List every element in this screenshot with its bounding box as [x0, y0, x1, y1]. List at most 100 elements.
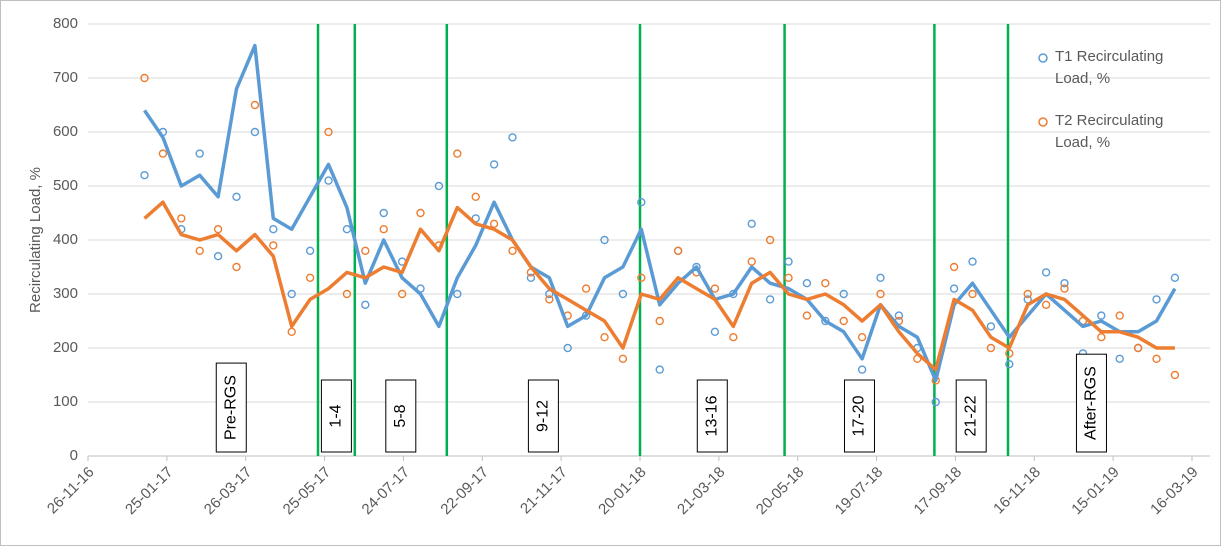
- y-tick-label: 300: [53, 285, 78, 302]
- data-point: [765, 235, 775, 245]
- data-point: [600, 333, 609, 342]
- data-point: [1133, 343, 1143, 353]
- legend-label: T1 Recirculating Load, %: [1055, 48, 1164, 87]
- data-point: [397, 289, 407, 299]
- data-point: [655, 365, 664, 374]
- data-point: [1170, 273, 1180, 282]
- data-point: [1152, 295, 1161, 304]
- data-point: [232, 192, 241, 202]
- data-point: [637, 197, 646, 207]
- period-label-text: After-RGS: [1083, 366, 1100, 440]
- data-point: [361, 246, 370, 256]
- data-point: [177, 214, 186, 223]
- data-point: [195, 246, 204, 256]
- data-point: [618, 289, 628, 299]
- period-label-box: [385, 379, 417, 453]
- period-label-box: [320, 379, 352, 453]
- data-point: [839, 289, 848, 299]
- data-point: [213, 252, 223, 261]
- data-point: [1005, 349, 1014, 358]
- data-point: [526, 273, 536, 282]
- data-point: [287, 289, 296, 299]
- data-point: [821, 316, 830, 326]
- data-point: [305, 273, 315, 282]
- data-point: [379, 224, 388, 234]
- data-point: [269, 224, 278, 234]
- period-label: After-RGS: [1075, 353, 1107, 453]
- data-point: [655, 316, 664, 326]
- data-point: [545, 295, 554, 304]
- period-label-text: 13-16: [704, 395, 721, 436]
- trend-line: [143, 200, 1175, 372]
- data-point: [342, 289, 352, 299]
- data-point: [213, 224, 223, 234]
- data-point: [1023, 289, 1032, 299]
- data-point: [158, 149, 168, 158]
- data-point: [453, 289, 462, 299]
- data-point: [802, 279, 812, 288]
- data-point: [305, 246, 315, 256]
- data-point: [802, 311, 812, 320]
- data-point: [710, 284, 720, 293]
- data-point: [637, 273, 646, 282]
- period-label: 1-4: [320, 379, 352, 453]
- data-point: [195, 149, 204, 158]
- data-point: [1041, 300, 1051, 309]
- data-point: [434, 181, 444, 191]
- data-point: [250, 100, 260, 110]
- data-point: [931, 397, 940, 407]
- data-point: [489, 160, 499, 169]
- data-point: [968, 289, 977, 299]
- data-point: [1097, 311, 1106, 320]
- period-label-text: 9-12: [535, 400, 552, 432]
- period-label: 21-22: [955, 379, 987, 453]
- trend-line: [143, 43, 1177, 383]
- data-point: [581, 284, 591, 293]
- period-label-box: [843, 379, 875, 453]
- y-tick-label: 100: [53, 393, 78, 410]
- period-label-box: [215, 362, 247, 453]
- data-point: [489, 219, 499, 229]
- data-point: [949, 284, 959, 293]
- data-point: [324, 127, 333, 137]
- data-point: [1115, 354, 1124, 363]
- period-label-box: [955, 379, 987, 453]
- data-point: [1041, 268, 1051, 277]
- period-label-box: [1075, 353, 1107, 453]
- data-point: [986, 322, 996, 331]
- data-point: [453, 149, 462, 158]
- data-point: [747, 219, 756, 229]
- data-point: [250, 127, 260, 137]
- data-point: [876, 289, 885, 299]
- data-point: [508, 133, 517, 142]
- period-label-text: Pre-RGS: [222, 375, 239, 440]
- data-point: [1152, 354, 1161, 363]
- period-label-text: 21-22: [962, 395, 979, 436]
- data-point: [618, 354, 628, 363]
- period-label: 17-20: [843, 379, 875, 453]
- y-tick-label: 600: [53, 123, 78, 140]
- y-tick-label: 800: [53, 15, 78, 32]
- data-point: [379, 208, 388, 218]
- data-point: [1060, 279, 1069, 288]
- y-tick-label: 200: [53, 339, 78, 356]
- data-point: [876, 273, 885, 282]
- period-label: 13-16: [696, 379, 728, 453]
- data-point: [857, 365, 867, 374]
- data-point: [839, 316, 848, 326]
- data-point: [416, 208, 425, 218]
- data-point: [673, 246, 683, 256]
- y-tick-label: 0: [70, 447, 78, 464]
- y-axis-label: Recirculating Load, %: [27, 167, 44, 313]
- data-point: [729, 333, 738, 342]
- y-tick-label: 400: [53, 231, 78, 248]
- data-point: [1005, 360, 1014, 369]
- period-label-text: 1-4: [328, 404, 345, 427]
- period-label-box: [527, 379, 559, 453]
- data-point: [1115, 311, 1124, 320]
- data-point: [1060, 284, 1069, 293]
- data-point: [894, 311, 904, 320]
- data-point: [968, 257, 977, 266]
- period-label: 5-8: [385, 379, 417, 453]
